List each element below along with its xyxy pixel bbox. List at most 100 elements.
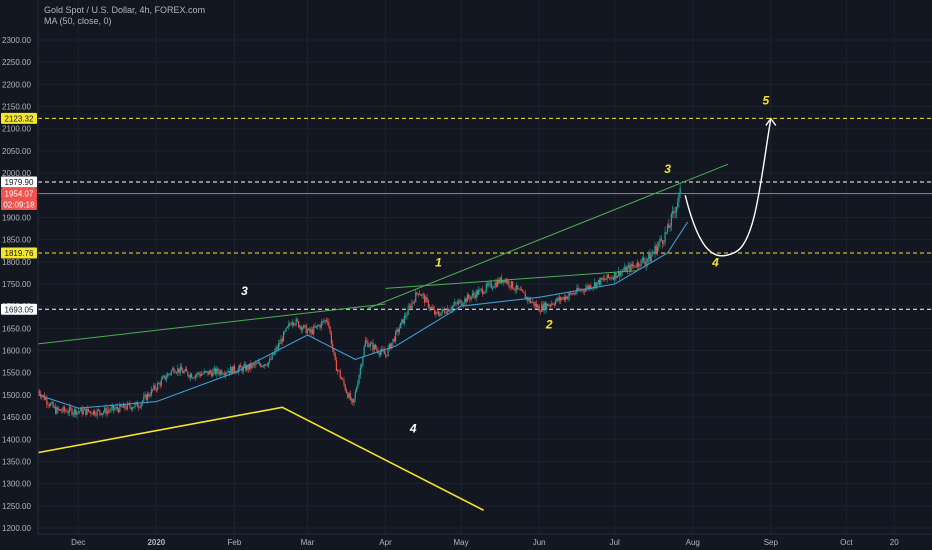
candle-body: [126, 403, 128, 410]
time-tick-label: 20: [890, 538, 899, 547]
candle-body: [334, 352, 336, 361]
time-axis[interactable]: Dec 2020 Feb Mar Apr May Jun Jul Aug Sep Oct 20: [38, 533, 932, 550]
candle-body: [640, 259, 642, 267]
candle-body: [553, 304, 555, 306]
candle-body: [519, 288, 521, 291]
candle-body: [590, 285, 592, 289]
candle-body: [451, 306, 453, 310]
candle-body: [374, 344, 377, 349]
candle-body: [641, 258, 643, 260]
candle-body: [198, 372, 200, 375]
wave-label: 4: [409, 422, 417, 436]
candle-body: [217, 368, 219, 373]
candle-body: [72, 413, 74, 415]
candle-body: [232, 365, 234, 374]
candle-body: [503, 280, 505, 283]
candle-body: [211, 372, 213, 377]
candle-body: [564, 296, 567, 301]
candle-body: [196, 374, 198, 376]
candle-body: [619, 271, 621, 277]
candle-body: [299, 326, 301, 328]
candle-body: [627, 265, 630, 268]
price-tag: [1, 187, 37, 199]
candle-body: [204, 371, 207, 372]
candle-body: [645, 261, 647, 265]
candle-body: [230, 367, 232, 374]
wave-label: 2: [545, 317, 553, 331]
candle-body: [339, 370, 341, 378]
candle-body: [425, 297, 427, 303]
candle-body: [622, 270, 625, 272]
candle-body: [606, 274, 608, 280]
candle-body: [247, 365, 249, 370]
candle-body: [387, 347, 389, 356]
candle-body: [285, 327, 287, 332]
candle-body: [617, 271, 620, 276]
projection-curve: [684, 118, 772, 257]
candle-body: [315, 325, 317, 328]
candle-body: [615, 272, 617, 278]
price-axis-bg: [0, 0, 38, 550]
candle-body: [168, 373, 170, 375]
candle-body: [148, 393, 150, 397]
candle-body: [138, 407, 140, 408]
candle-body: [406, 314, 408, 317]
candle-body: [183, 371, 185, 374]
candle-body: [649, 252, 651, 262]
candle-body: [107, 410, 110, 412]
candle-body: [73, 409, 76, 414]
candle-body: [46, 398, 48, 405]
candle-body: [383, 350, 385, 355]
candle-body: [309, 328, 311, 333]
candle-body: [353, 398, 355, 403]
price-tick-label: 1250.00: [2, 502, 31, 511]
candle-body: [216, 368, 218, 375]
candle-body: [267, 361, 270, 366]
price-tag: [1, 247, 37, 259]
candle-body: [135, 401, 137, 404]
candle-body: [446, 308, 448, 314]
candle-body: [56, 407, 58, 414]
candle-body: [376, 348, 378, 350]
candle-body: [407, 307, 409, 315]
time-tick-label: Aug: [686, 538, 700, 547]
candle-body: [38, 390, 40, 394]
candle-body: [344, 384, 346, 391]
candle-body: [141, 400, 144, 404]
candle-body: [620, 272, 622, 277]
price-axis[interactable]: 1200.00 1250.00 1300.00 1350.00 1400.00 1450.…: [0, 0, 39, 550]
candle-body: [413, 301, 416, 303]
candle-body: [214, 368, 217, 375]
candle-body: [601, 277, 603, 280]
candle-body: [325, 320, 327, 322]
candle-body: [490, 282, 492, 288]
candle-body: [400, 322, 402, 329]
wave-labels: 3 4 1 2 3 4 5: [241, 93, 769, 435]
candle-body: [193, 377, 195, 379]
candle-body: [58, 409, 61, 411]
candle-body: [149, 395, 151, 397]
candle-body: [236, 372, 238, 374]
candle-body: [97, 409, 100, 411]
candle-body: [517, 285, 519, 289]
price-tick-label: 1500.00: [2, 391, 31, 400]
candle-body: [558, 296, 560, 301]
candle-body: [358, 375, 360, 384]
candle-body: [164, 375, 166, 380]
candle-body: [300, 326, 302, 331]
candle-body: [373, 344, 375, 350]
candle-body: [208, 370, 210, 375]
candle-body: [203, 371, 205, 374]
candle-body: [475, 291, 477, 299]
candle-body: [372, 342, 374, 350]
candle-body: [410, 306, 412, 309]
candle-body: [155, 389, 157, 390]
candle-body: [310, 329, 312, 333]
price-tick-label: 2250.00: [2, 58, 31, 67]
candle-body: [160, 379, 162, 386]
candle-body: [428, 307, 431, 309]
price-tick-label: 1650.00: [2, 324, 31, 333]
candle-body: [92, 410, 95, 415]
candle-body: [677, 202, 679, 207]
